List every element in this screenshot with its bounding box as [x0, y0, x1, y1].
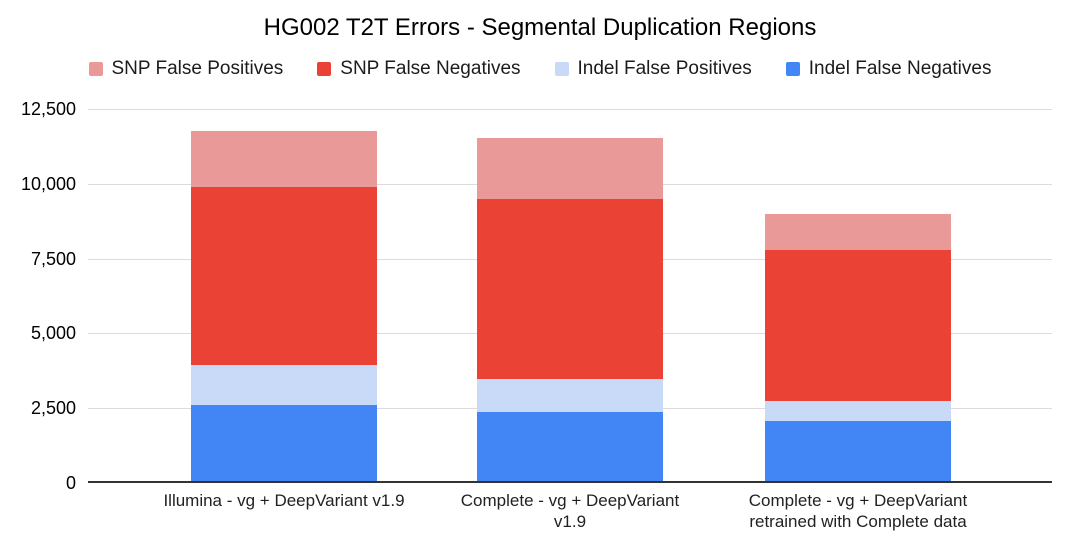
bar-segment-indel-false-positives[interactable] [191, 365, 377, 405]
x-axis-label-line: v1.9 [553, 512, 587, 531]
x-axis-category-label: Complete - vg + DeepVariant v1.9 [400, 490, 740, 532]
legend-swatch-indel-false-positives [554, 62, 569, 76]
bar-segment-snp-false-positives[interactable] [477, 137, 663, 199]
bar-segment-snp-false-negatives[interactable] [477, 198, 663, 379]
gridline [88, 109, 1052, 110]
legend-label: SNP False Positives [111, 58, 284, 79]
bar-segment-indel-false-negatives[interactable] [191, 404, 377, 483]
chart-title: HG002 T2T Errors - Segmental Duplication… [263, 14, 817, 41]
legend-item-indel-false-negatives[interactable]: Indel False Negatives [785, 58, 992, 80]
bar-group-3 [765, 109, 951, 483]
y-axis-tick-label: 10,000 [20, 173, 76, 194]
legend-label: SNP False Negatives [340, 58, 521, 79]
legend-swatch-snp-false-negatives [317, 62, 332, 76]
x-axis-label-line: Illumina - vg + DeepVariant v1.9 [163, 491, 405, 510]
bar-group-1 [191, 109, 377, 483]
x-axis-baseline [88, 481, 1052, 483]
legend-label: Indel False Positives [577, 58, 752, 79]
bar-segment-snp-false-negatives[interactable] [191, 187, 377, 366]
legend-item-snp-false-negatives[interactable]: SNP False Negatives [317, 58, 521, 80]
x-axis-label-line: Complete - vg + DeepVariant [460, 491, 680, 510]
bar-segment-indel-false-positives[interactable] [477, 378, 663, 413]
y-axis-tick-label: 12,500 [20, 99, 76, 119]
bar-group-2 [477, 109, 663, 483]
legend: SNP False Positives SNP False Negatives In… [0, 58, 1080, 80]
bar-segment-indel-false-negatives[interactable] [477, 412, 663, 483]
x-axis-label-line: Complete - vg + DeepVariant [748, 491, 968, 510]
plot-area [88, 109, 1052, 483]
legend-item-snp-false-positives[interactable]: SNP False Positives [88, 58, 284, 80]
y-axis-tick-label: 7,500 [30, 248, 76, 269]
legend-swatch-indel-false-negatives [785, 62, 800, 76]
y-axis-tick-label: 5,000 [30, 323, 76, 344]
bar-segment-indel-false-positives[interactable] [765, 401, 951, 422]
bar-segment-indel-false-negatives[interactable] [765, 421, 951, 483]
x-axis-category-label: Complete - vg + DeepVariant retrained wit… [688, 490, 1028, 532]
legend-label: Indel False Negatives [808, 58, 992, 79]
y-axis-tick-label: 2,500 [30, 398, 76, 419]
bar-segment-snp-false-negatives[interactable] [765, 249, 951, 402]
bar-segment-snp-false-positives[interactable] [191, 131, 377, 188]
legend-item-indel-false-positives[interactable]: Indel False Positives [554, 58, 752, 80]
legend-swatch-snp-false-positives [88, 62, 103, 76]
x-axis-label-line: retrained with Complete data [749, 512, 967, 531]
y-axis-tick-label: 0 [65, 473, 76, 493]
bar-segment-snp-false-positives[interactable] [765, 214, 951, 250]
x-axis-category-label: Illumina - vg + DeepVariant v1.9 [114, 490, 454, 511]
